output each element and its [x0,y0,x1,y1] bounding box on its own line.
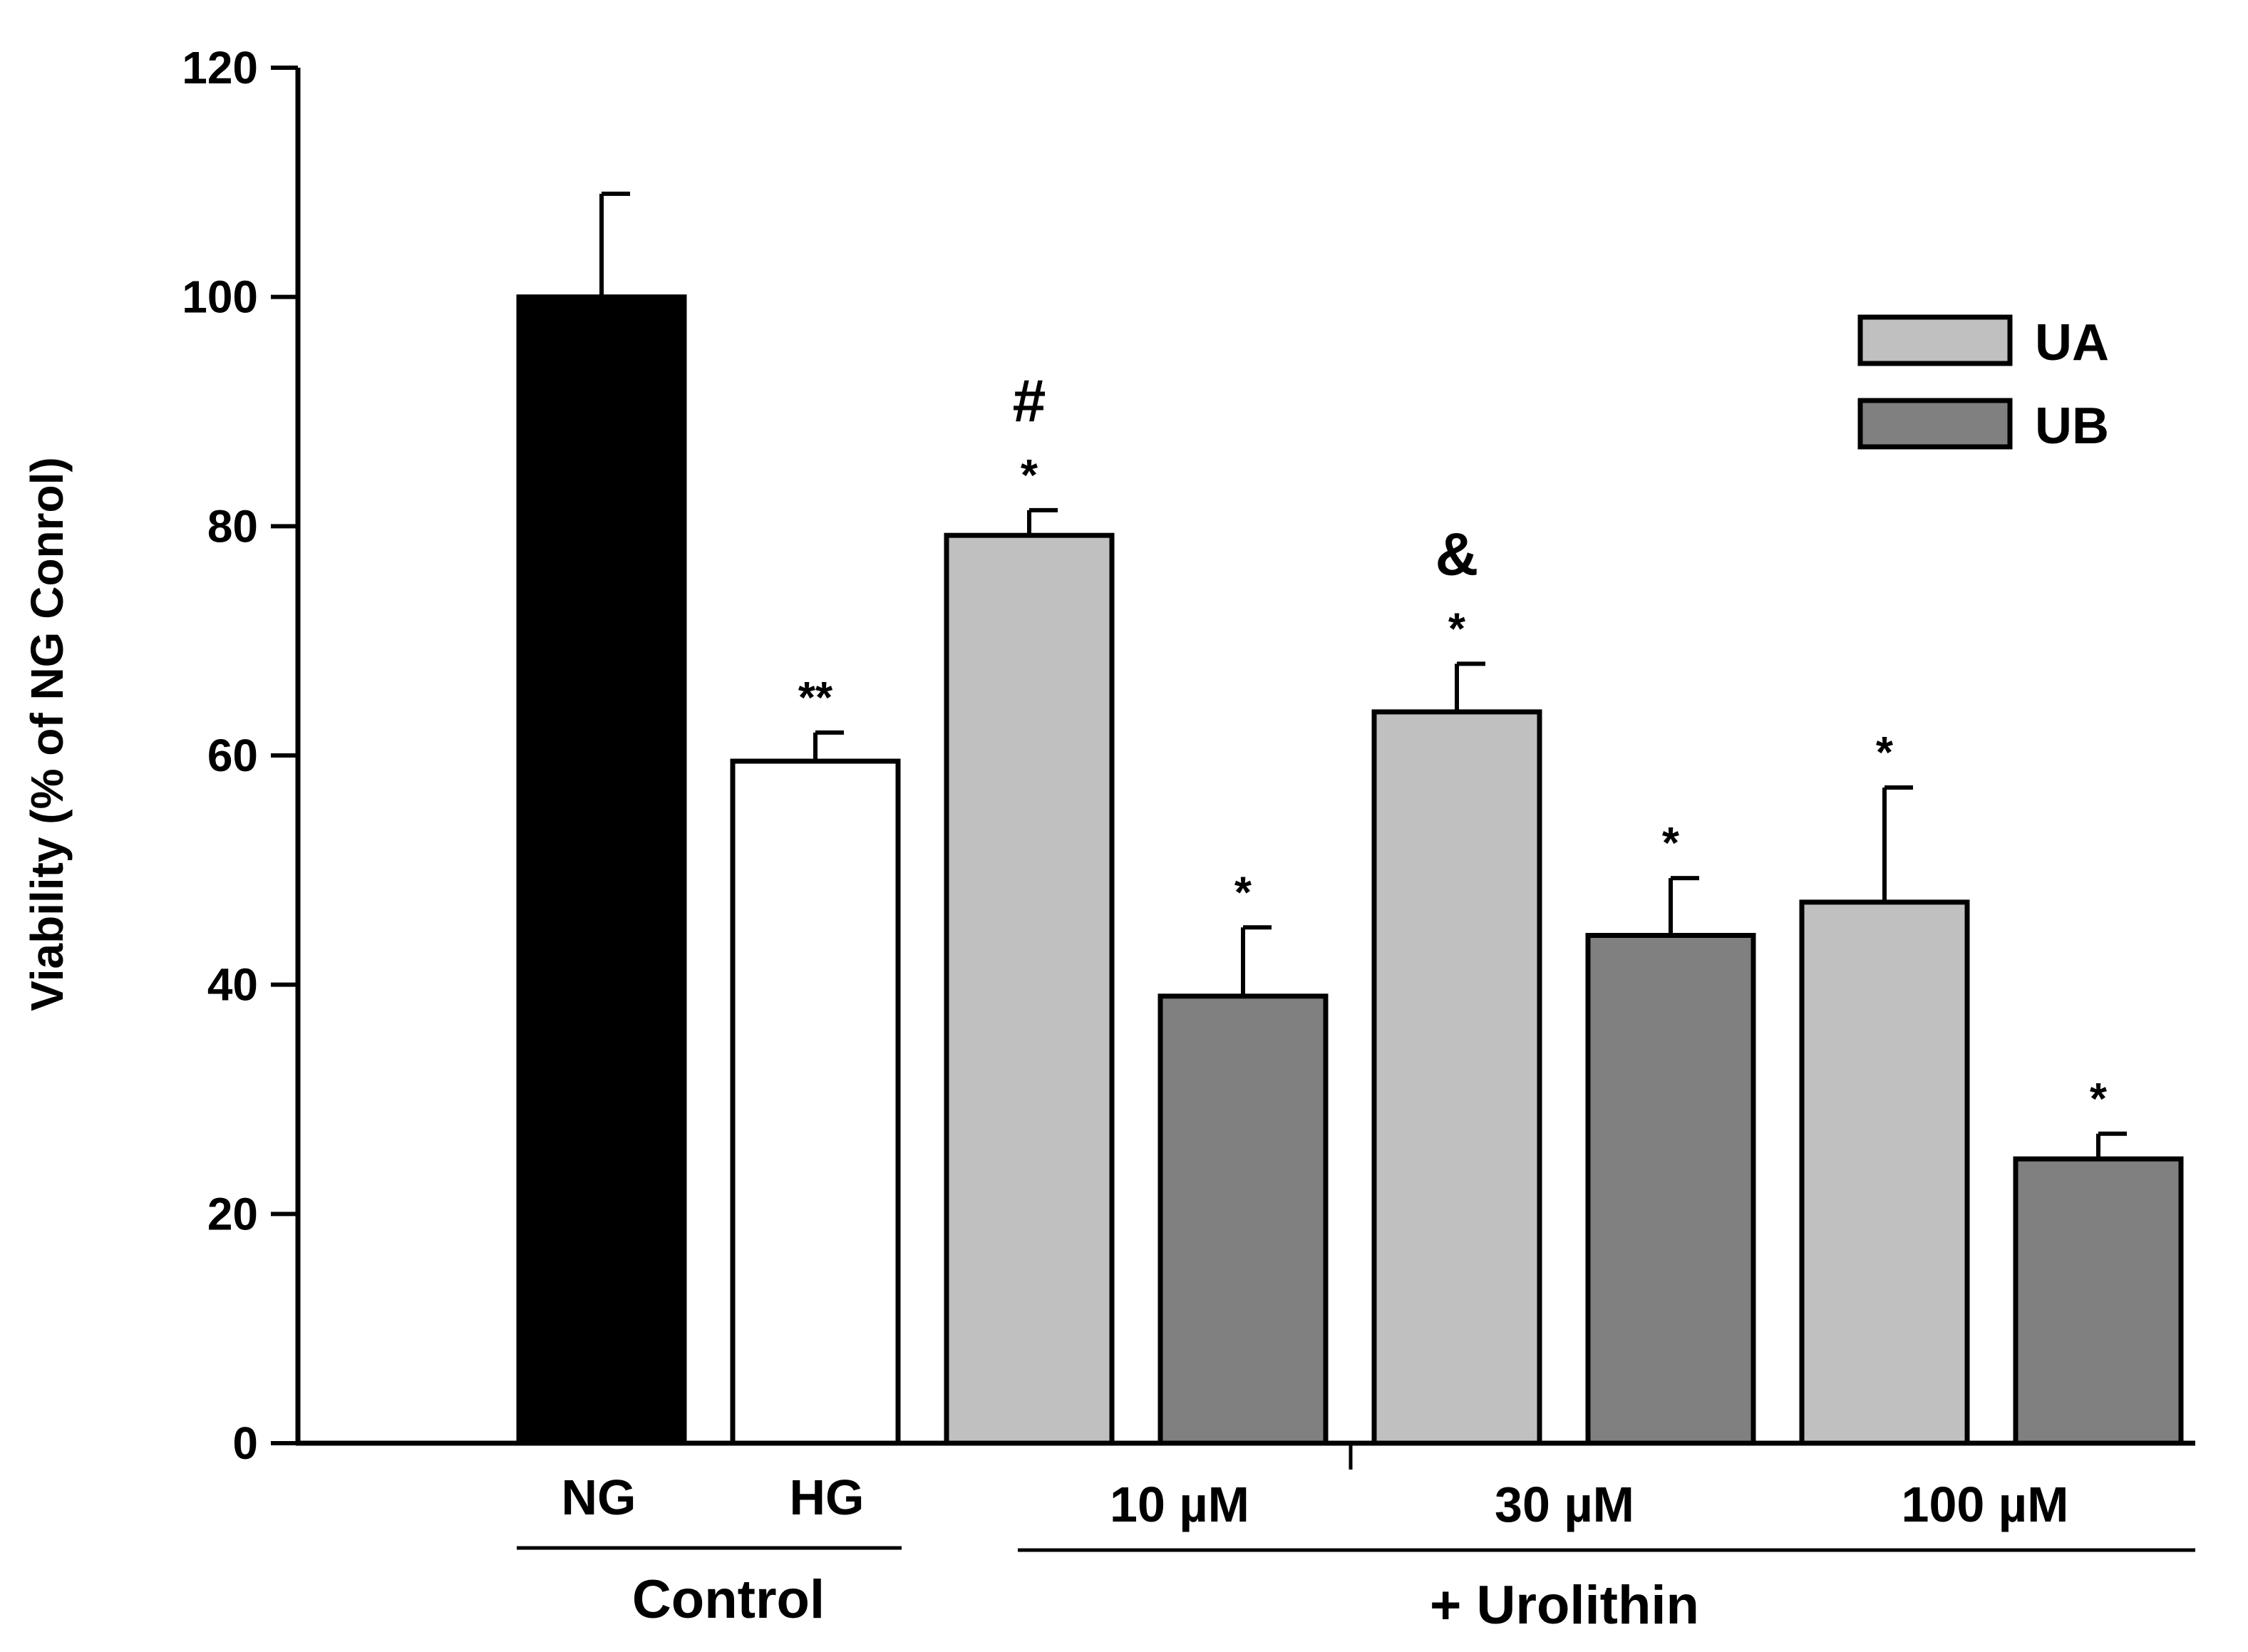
significance-marker: * [2090,1075,2108,1124]
y-tick-label: 100 [182,272,258,323]
legend-swatch-ua [1860,317,2010,363]
significance-marker: * [1662,819,1680,868]
significance-marker: * [1448,604,1466,654]
bar [947,535,1112,1443]
bars [519,194,2181,1443]
category-label-100um: 100 µM [1902,1477,2069,1532]
category-label-30um: 30 µM [1495,1477,1634,1532]
category-label-10um: 10 µM [1110,1477,1249,1532]
y-tick-label: 120 [182,42,258,93]
legend-label-ua: UA [2035,314,2109,371]
bar [1588,936,1753,1443]
bar [519,297,684,1443]
group-label-control: Control [632,1569,825,1630]
significance-marker: * [1021,451,1038,500]
y-tick-label: 20 [207,1188,258,1239]
significance-marker: * [1234,868,1252,917]
significance-marker: * [1876,728,1894,778]
bar [733,761,898,1443]
category-label-hg: HG [790,1470,865,1525]
legend-swatch-ub [1860,401,2010,447]
bar [2016,1159,2181,1443]
y-axis-title: Viability (% of NG Conrol) [21,457,73,1011]
bar [1374,712,1540,1443]
bar [1160,996,1326,1443]
bar-chart: Viability (% of NG Conrol) 0 20 40 60 80 100 1… [0,0,2248,1652]
bar [1802,902,1967,1443]
significance-marker: & [1435,520,1479,587]
y-ticks: 0 20 40 60 80 100 120 [182,42,298,1469]
category-label-ng: NG [562,1470,636,1525]
y-tick-label: 60 [207,730,258,781]
group-label-urolithin: + Urolithin [1430,1575,1699,1636]
y-tick-label: 80 [207,500,258,552]
legend-label-ub: UB [2035,398,2109,455]
significance-marker: # [1013,367,1046,434]
y-tick-label: 40 [207,959,258,1011]
significance-marker: ** [798,673,833,723]
y-tick-label: 0 [232,1418,258,1469]
legend: UA UB [1860,314,2109,455]
